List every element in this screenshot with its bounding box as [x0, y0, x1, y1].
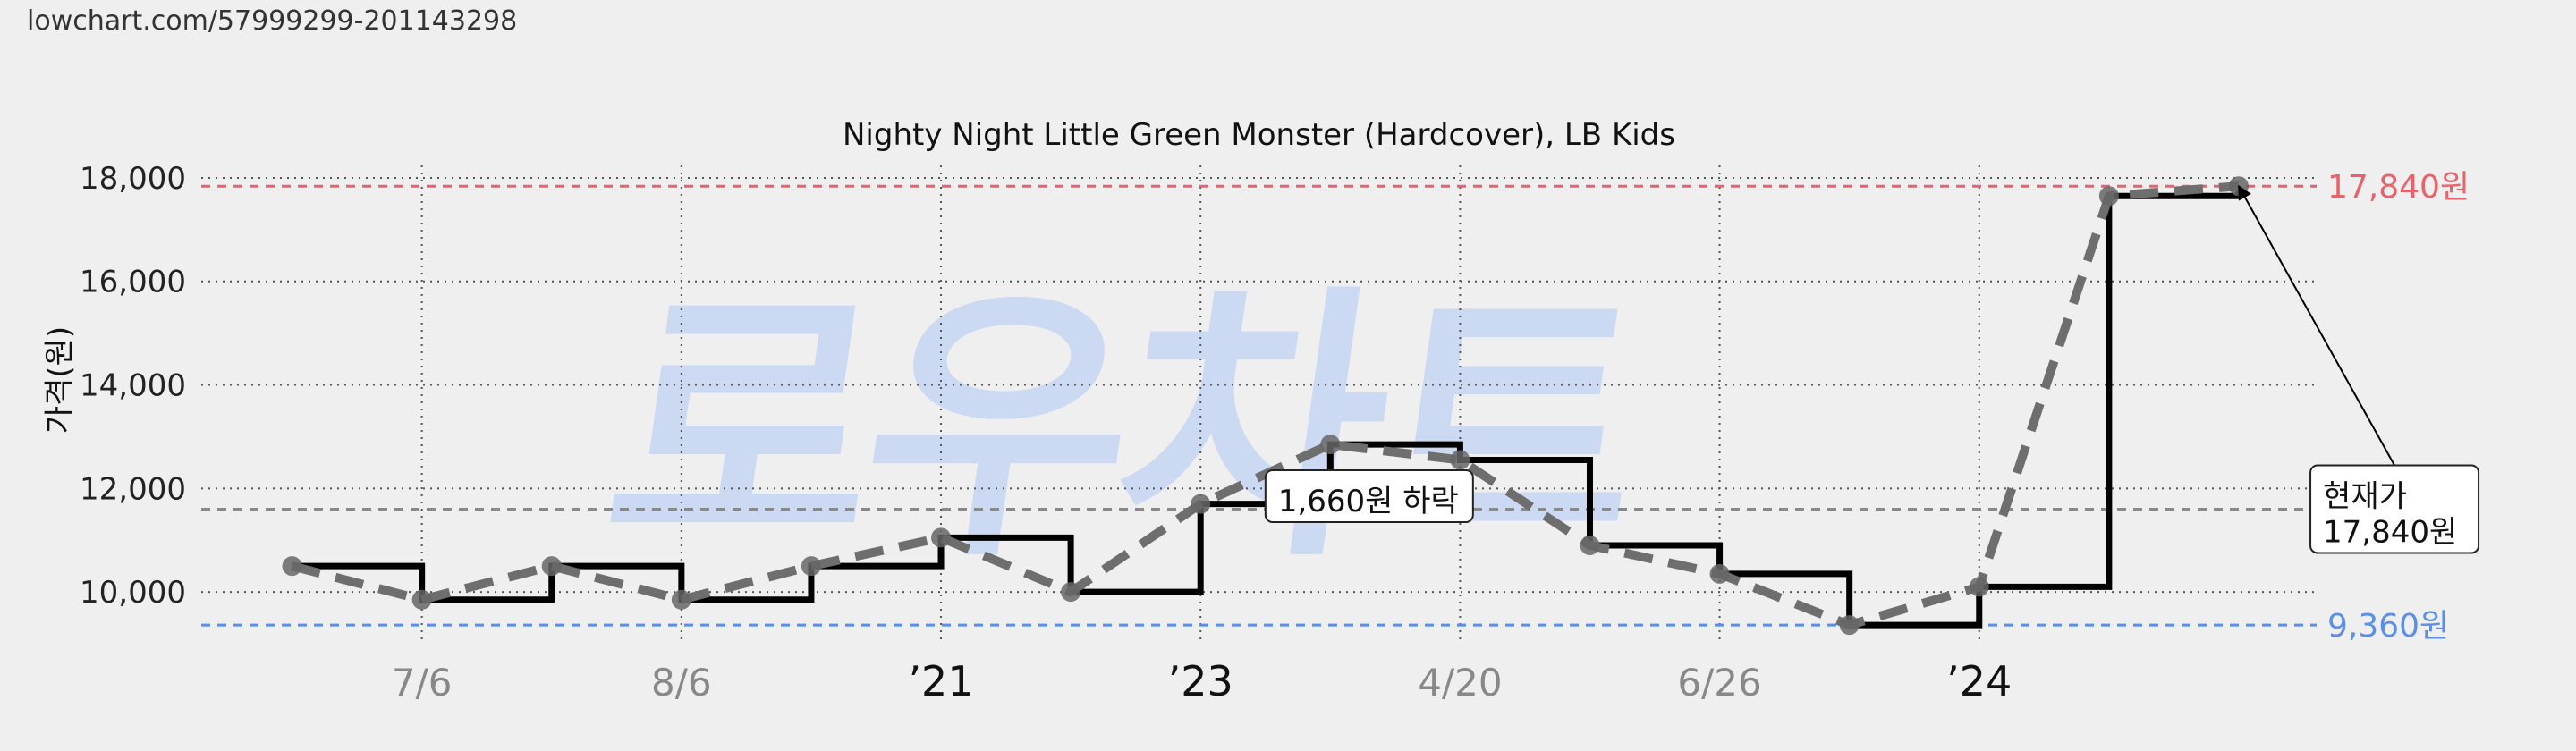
data-point-marker	[1709, 563, 1730, 584]
trend-dashed-line	[291, 181, 2240, 630]
data-point-marker	[1320, 435, 1341, 455]
annotation-text: 1,660원 하락	[1278, 484, 1459, 519]
data-point-marker	[411, 589, 432, 610]
data-point-marker	[931, 527, 952, 548]
y-axis-label: 가격(원)	[42, 326, 78, 434]
data-point-marker	[1839, 615, 1860, 636]
x-tick-label: 8/6	[651, 661, 712, 705]
data-point-marker	[1450, 450, 1470, 470]
x-tick-label: 7/6	[392, 661, 453, 705]
annotation-box	[1264, 469, 1474, 523]
data-point-marker	[541, 556, 562, 577]
data-point-marker	[671, 589, 691, 610]
reference-line-label: 9,360원	[2327, 608, 2449, 645]
x-tick-label: 6/26	[1677, 661, 1761, 705]
data-point-marker	[1969, 577, 1989, 597]
data-point-marker	[1580, 536, 1600, 555]
annotation-box	[2309, 464, 2480, 554]
y-tick-label: 14,000	[80, 368, 186, 404]
data-point-marker	[801, 556, 821, 577]
annotation-arrow	[2238, 184, 2395, 466]
step-price-line	[292, 186, 2242, 629]
data-point-marker	[1191, 494, 1211, 514]
url-text: lowchart.com/57999299-201143298	[27, 5, 518, 37]
annotation-text: 현재가	[2323, 478, 2407, 514]
data-point-marker	[2098, 186, 2119, 207]
chart-title: Nighty Night Little Green Monster (Hardc…	[843, 117, 1675, 153]
x-tick-label: ’21	[908, 657, 973, 705]
y-tick-label: 16,000	[80, 265, 186, 300]
data-point-marker	[282, 556, 302, 577]
y-tick-label: 12,000	[80, 471, 186, 507]
reference-line-label: 17,840원	[2327, 169, 2470, 206]
x-tick-label: ’23	[1168, 657, 1233, 705]
y-tick-label: 10,000	[80, 575, 186, 611]
data-point-marker	[1061, 582, 1081, 603]
x-tick-label: ’24	[1946, 657, 2012, 705]
y-tick-label: 18,000	[80, 161, 186, 197]
x-tick-label: 4/20	[1418, 661, 1502, 705]
annotation-text: 17,840원	[2323, 514, 2457, 550]
